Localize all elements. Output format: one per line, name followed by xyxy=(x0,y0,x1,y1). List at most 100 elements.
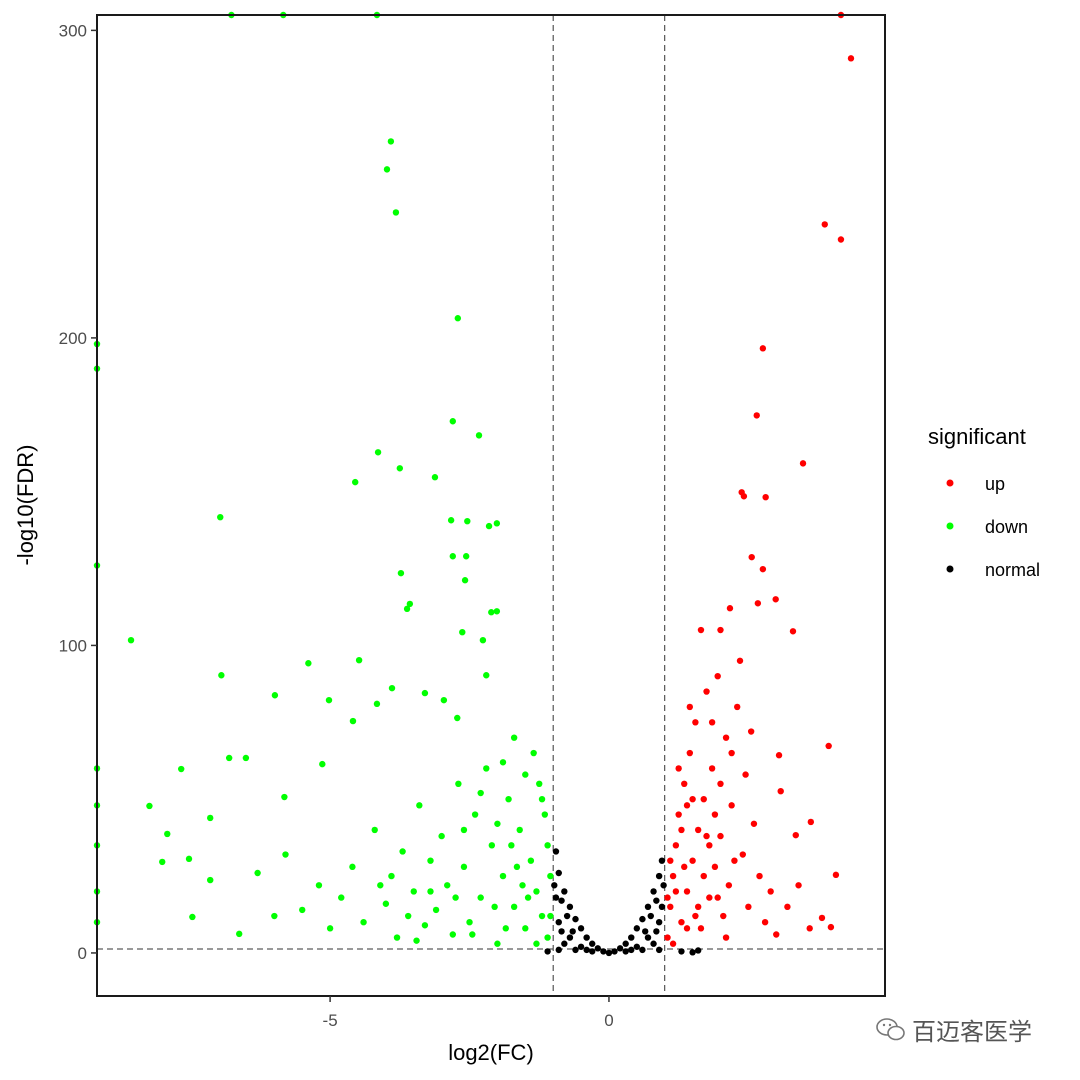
point-up xyxy=(706,842,713,849)
point-down xyxy=(146,802,153,810)
point-up xyxy=(683,888,691,895)
point-down xyxy=(527,857,535,864)
point-up xyxy=(667,903,674,911)
point-up xyxy=(711,863,719,871)
point-down xyxy=(399,848,406,855)
point-down xyxy=(513,863,521,871)
point-down xyxy=(338,894,345,901)
point-normal xyxy=(552,894,560,901)
point-down xyxy=(404,912,412,920)
point-up xyxy=(678,826,685,834)
point-up xyxy=(678,918,685,926)
point-normal xyxy=(650,940,657,947)
point-up xyxy=(726,605,734,612)
point-down xyxy=(373,700,381,708)
point-down xyxy=(413,937,420,944)
point-down xyxy=(185,855,193,863)
point-normal xyxy=(628,934,635,941)
point-down xyxy=(299,906,306,914)
point-up xyxy=(795,882,802,889)
point-down xyxy=(538,912,546,920)
point-down xyxy=(459,628,466,636)
point-down xyxy=(547,912,554,920)
point-normal xyxy=(552,848,560,855)
point-up xyxy=(753,412,760,419)
point-normal xyxy=(594,945,601,952)
point-up xyxy=(667,857,674,864)
point-down xyxy=(236,930,243,938)
point-normal xyxy=(572,946,579,954)
point-down xyxy=(508,842,515,849)
watermark: 百迈客医学 xyxy=(876,1012,1032,1047)
point-up xyxy=(711,811,719,818)
point-down xyxy=(483,672,490,679)
point-up xyxy=(692,719,699,726)
point-down xyxy=(319,760,326,768)
point-normal xyxy=(655,946,663,954)
point-down xyxy=(494,940,501,947)
point-up xyxy=(669,872,677,880)
point-normal xyxy=(616,945,624,952)
point-down xyxy=(207,876,214,884)
point-up xyxy=(734,703,741,711)
point-down xyxy=(207,814,214,822)
point-up xyxy=(799,460,807,467)
point-up xyxy=(821,221,828,228)
point-down xyxy=(164,830,171,838)
point-up xyxy=(792,831,799,839)
point-normal xyxy=(551,882,558,889)
point-up xyxy=(720,912,727,920)
point-down xyxy=(460,863,468,871)
point-up xyxy=(759,345,767,352)
point-up xyxy=(740,493,748,500)
x-axis-title: log2(FC) xyxy=(448,1040,534,1065)
point-down xyxy=(488,842,496,849)
point-down xyxy=(355,656,363,664)
point-down xyxy=(282,851,289,858)
point-down xyxy=(189,913,196,921)
point-down xyxy=(127,636,135,644)
point-normal xyxy=(694,947,702,954)
point-down xyxy=(377,882,384,889)
plot-panel-border xyxy=(96,14,886,997)
point-down xyxy=(454,714,461,722)
point-down xyxy=(360,918,367,926)
point-up xyxy=(689,857,696,864)
point-up xyxy=(759,565,767,573)
point-down xyxy=(524,894,532,901)
point-normal xyxy=(633,925,641,932)
point-up xyxy=(827,923,835,931)
point-normal xyxy=(572,915,579,923)
point-down xyxy=(516,826,523,834)
point-normal xyxy=(639,946,646,954)
point-normal xyxy=(555,869,562,877)
point-up xyxy=(683,925,691,932)
y-tick-label: 200 xyxy=(59,329,87,348)
point-down xyxy=(510,734,518,741)
point-up xyxy=(706,894,713,901)
point-down xyxy=(421,689,429,697)
point-down xyxy=(488,609,495,616)
point-normal xyxy=(544,948,551,955)
point-normal xyxy=(569,928,576,935)
point-normal xyxy=(605,949,613,957)
point-down xyxy=(383,166,391,173)
x-tick-label: -5 xyxy=(323,1011,338,1030)
point-up xyxy=(664,894,671,901)
point-normal xyxy=(655,872,663,880)
point-normal xyxy=(678,948,685,955)
point-normal xyxy=(655,918,663,926)
point-up xyxy=(745,903,752,911)
point-up xyxy=(847,55,855,62)
watermark-text: 百迈客医学 xyxy=(912,1018,1032,1046)
point-normal xyxy=(589,940,596,947)
point-up xyxy=(837,236,845,243)
point-down xyxy=(536,780,543,788)
point-normal xyxy=(600,948,607,955)
point-up xyxy=(708,765,716,772)
point-up xyxy=(672,888,680,895)
x-tick-label: 0 xyxy=(604,1011,613,1030)
wechat-icon xyxy=(876,1017,905,1040)
point-down xyxy=(382,900,390,907)
